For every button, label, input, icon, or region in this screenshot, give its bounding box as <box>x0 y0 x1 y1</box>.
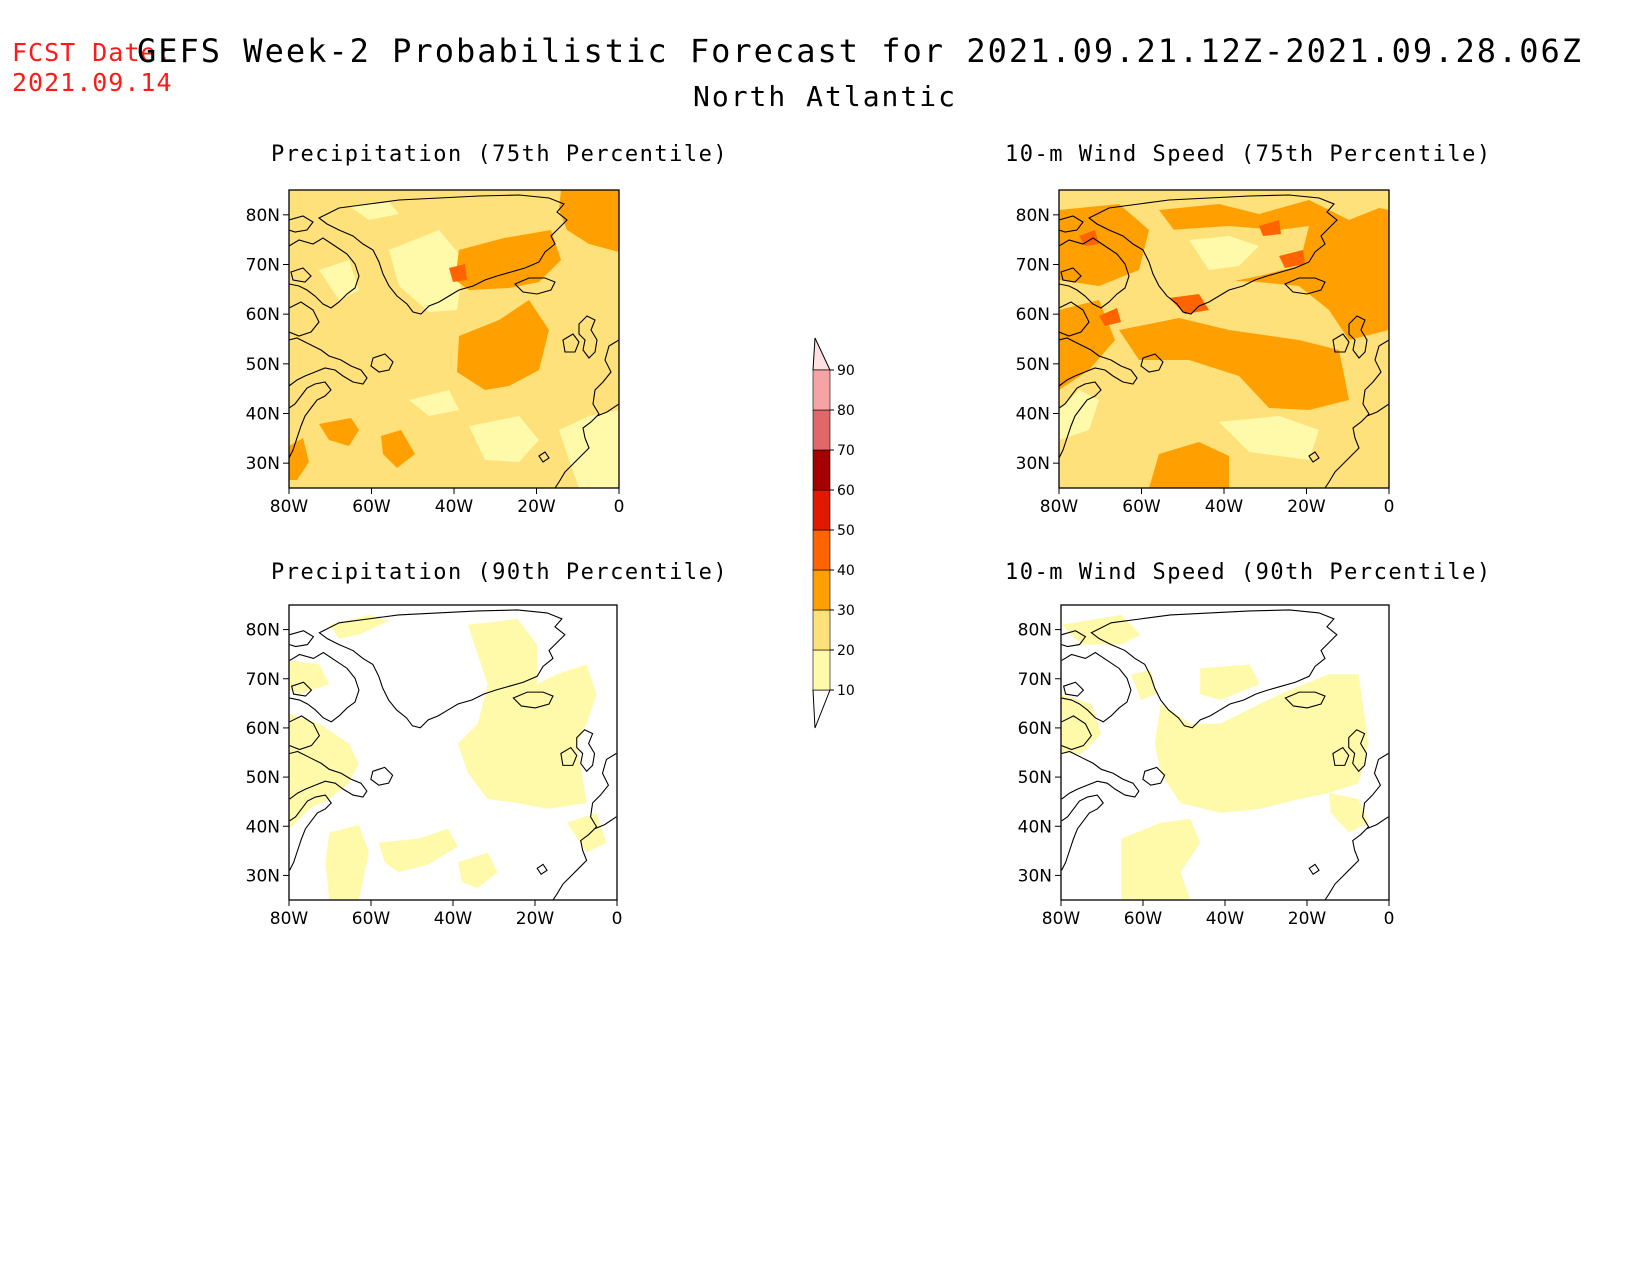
probability-fill <box>1059 190 1389 488</box>
lat-label: 80N <box>246 206 280 226</box>
map-wind-90: 80N 70N 60N 50N 40N 30N 80W 60W 40W 20W 0 <box>1018 604 1395 929</box>
colorbar-label: 20 <box>837 643 855 659</box>
colorbar-label: 40 <box>837 563 855 579</box>
lat-label: 70N <box>1018 670 1052 690</box>
colorbar-label: 10 <box>837 683 855 699</box>
colorbar-label: 90 <box>837 363 855 379</box>
lat-label: 80N <box>246 621 280 641</box>
lon-label: 0 <box>614 497 625 517</box>
colorbar-swatch <box>812 569 831 611</box>
colorbar-swatch <box>812 449 831 491</box>
lat-label: 40N <box>1016 405 1050 425</box>
lon-label: 0 <box>612 909 623 929</box>
lon-label: 60W <box>352 909 391 929</box>
lon-label: 80W <box>270 909 309 929</box>
colorbar-swatch <box>812 609 831 651</box>
region-subtitle: North Atlantic <box>692 80 957 113</box>
lat-label: 50N <box>1016 355 1050 375</box>
lon-label: 20W <box>516 909 555 929</box>
lon-label: 60W <box>1124 909 1163 929</box>
lat-label: 70N <box>1016 256 1050 276</box>
lon-label: 80W <box>1042 909 1081 929</box>
colorbar-label: 50 <box>837 523 855 539</box>
colorbar-swatch <box>812 529 831 571</box>
probability-fill <box>1061 605 1389 900</box>
lon-label: 0 <box>1384 909 1395 929</box>
fcst-date-label: FCST Date: <box>12 38 173 67</box>
lat-label: 60N <box>1016 305 1050 325</box>
lon-label: 60W <box>1122 497 1161 517</box>
lat-label: 40N <box>1018 817 1052 837</box>
colorbar-label: 80 <box>837 403 855 419</box>
map-wind-75: 80N 70N 60N 50N 40N 30N 80W 60W 40W 20W 0 <box>1016 189 1395 517</box>
lon-label: 40W <box>434 909 473 929</box>
lon-label: 80W <box>270 497 309 517</box>
fcst-date-value: 2021.09.14 <box>12 68 173 97</box>
colorbar-label: 60 <box>837 483 855 499</box>
lat-label: 30N <box>246 866 280 886</box>
map-precip-75: 80N 70N 60N 50N 40N 30N 80W 60W 40W 20W 0 <box>246 189 625 517</box>
lon-label: 60W <box>352 497 391 517</box>
lat-label: 80N <box>1018 621 1052 641</box>
lon-label: 40W <box>1205 497 1244 517</box>
lat-label: 60N <box>246 719 280 739</box>
colorbar-swatch <box>812 369 831 411</box>
lon-label: 20W <box>1288 909 1327 929</box>
lat-label: 70N <box>246 256 280 276</box>
lon-label: 40W <box>1206 909 1245 929</box>
colorbar: 10 20 30 40 50 60 70 80 90 <box>812 337 855 729</box>
colorbar-swatch <box>812 409 831 451</box>
colorbar-label: 70 <box>837 443 855 459</box>
lat-label: 30N <box>1018 866 1052 886</box>
lat-label: 50N <box>246 768 280 788</box>
lat-label: 80N <box>1016 206 1050 226</box>
lon-label: 40W <box>435 497 474 517</box>
probability-fill <box>289 605 617 900</box>
lon-label: 20W <box>1287 497 1326 517</box>
lon-label: 0 <box>1384 497 1395 517</box>
colorbar-lower-end <box>812 689 831 729</box>
main-title: GEFS Week-2 Probabilistic Forecast for 2… <box>136 32 1584 70</box>
lat-label: 40N <box>246 817 280 837</box>
lat-label: 30N <box>246 454 280 474</box>
panel-title-precip-75: Precipitation (75th Percentile) <box>271 142 729 167</box>
map-precip-90: 80N 70N 60N 50N 40N 30N 80W 60W 40W 20W 0 <box>246 604 623 929</box>
lat-label: 50N <box>1018 768 1052 788</box>
colorbar-swatch <box>812 649 831 691</box>
lat-label: 40N <box>246 405 280 425</box>
lat-label: 30N <box>1016 454 1050 474</box>
panel-title-precip-90: Precipitation (90th Percentile) <box>271 560 729 585</box>
lon-label: 80W <box>1040 497 1079 517</box>
colorbar-swatch <box>812 489 831 531</box>
colorbar-upper-end <box>812 337 831 371</box>
panel-title-wind-90: 10-m Wind Speed (90th Percentile) <box>1005 560 1492 585</box>
lon-label: 20W <box>517 497 556 517</box>
probability-fill <box>289 190 619 488</box>
lat-label: 60N <box>1018 719 1052 739</box>
lat-label: 60N <box>246 305 280 325</box>
colorbar-label: 30 <box>837 603 855 619</box>
lat-label: 70N <box>246 670 280 690</box>
lat-label: 50N <box>246 355 280 375</box>
panel-title-wind-75: 10-m Wind Speed (75th Percentile) <box>1005 142 1492 167</box>
